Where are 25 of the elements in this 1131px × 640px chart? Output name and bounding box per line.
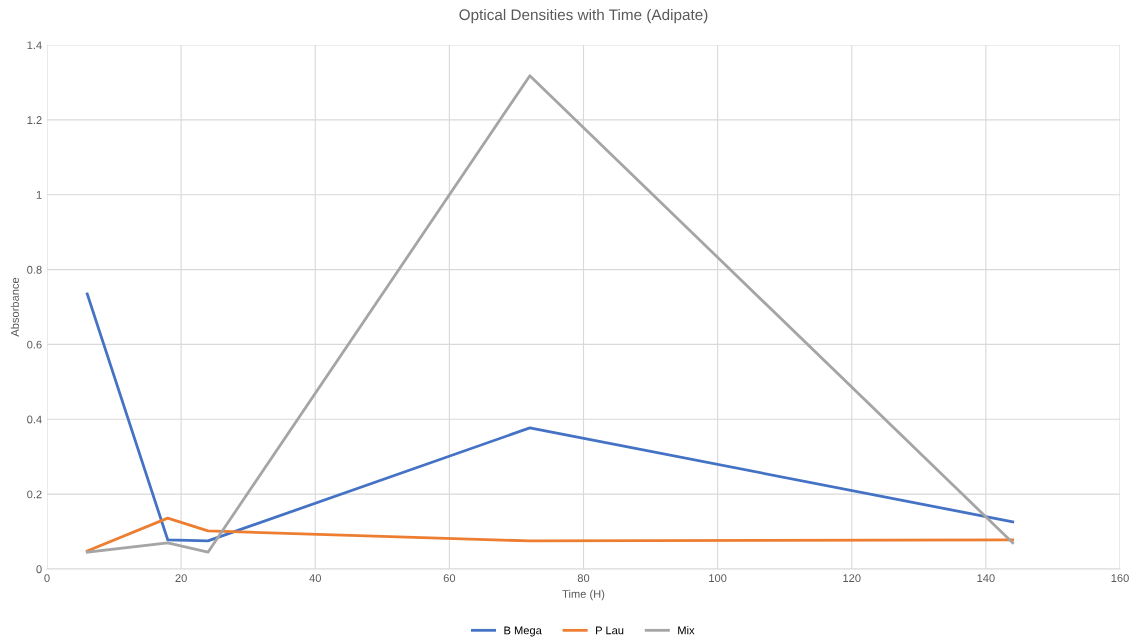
y-tick-label: 1 [36, 191, 42, 199]
legend-label: B Mega [504, 626, 542, 637]
x-tick-label: 40 [309, 574, 321, 583]
x-tick-label: 20 [175, 574, 187, 583]
x-tick-label: 80 [577, 574, 590, 583]
y-tick-label: 0.8 [27, 265, 42, 274]
line-series [85, 516, 1015, 553]
line-series [85, 292, 1015, 543]
x-tick-label: 0 [44, 574, 50, 583]
y-tick-label: 1.2 [27, 116, 42, 124]
x-tick-label: 140 [977, 574, 995, 583]
y-tick-label: 0.2 [27, 490, 42, 499]
x-tick-label: 120 [843, 574, 861, 583]
chart-title: Optical Densities with Time (Adipate) [459, 8, 708, 24]
y-tick-label: 0.4 [27, 415, 42, 424]
legend-label: Mix [678, 626, 695, 635]
y-tick-label: 0.6 [27, 340, 42, 349]
y-axis-title: Absorbance [10, 277, 19, 337]
x-tick-label: 160 [1111, 574, 1129, 583]
y-tick-label: 1.4 [27, 41, 42, 50]
x-axis-title: Time (H) [562, 589, 605, 601]
x-tick-label: 100 [709, 574, 727, 583]
legend-label: P Lau [596, 626, 624, 635]
x-tick-label: 60 [443, 574, 456, 583]
y-tick-label: 0 [36, 565, 42, 574]
